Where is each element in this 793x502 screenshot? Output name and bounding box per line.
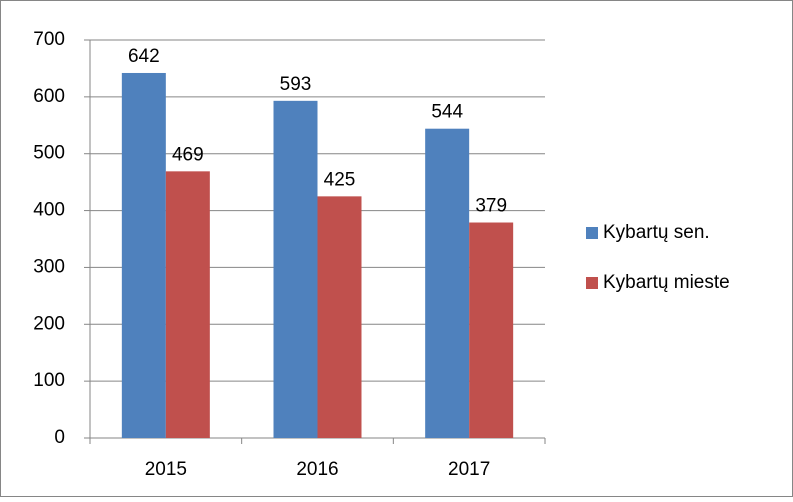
legend-label: Kybartų sen. xyxy=(603,222,710,243)
y-tick-label: 700 xyxy=(33,29,65,50)
data-label: 642 xyxy=(128,46,160,67)
x-tick-label: 2017 xyxy=(448,459,490,480)
bar xyxy=(121,72,166,438)
data-label: 593 xyxy=(280,74,312,95)
bar xyxy=(165,171,210,438)
legend-label: Kybartų mieste xyxy=(603,272,730,293)
y-tick-label: 200 xyxy=(33,313,65,334)
legend-swatch xyxy=(586,277,598,289)
data-label: 469 xyxy=(172,144,204,165)
y-tick-label: 0 xyxy=(54,427,65,448)
bar xyxy=(317,196,362,438)
bar xyxy=(469,222,514,438)
y-tick-label: 100 xyxy=(33,370,65,391)
data-label: 544 xyxy=(431,102,463,123)
y-tick-label: 600 xyxy=(33,86,65,107)
x-tick-label: 2015 xyxy=(145,459,187,480)
data-label: 425 xyxy=(324,169,356,190)
bar xyxy=(425,128,470,438)
bar xyxy=(273,100,318,438)
data-label: 379 xyxy=(475,196,507,217)
y-tick-label: 300 xyxy=(33,256,65,277)
x-tick-label: 2016 xyxy=(296,459,338,480)
y-tick-label: 500 xyxy=(33,143,65,164)
legend-swatch xyxy=(586,227,598,239)
y-tick-label: 400 xyxy=(33,200,65,221)
